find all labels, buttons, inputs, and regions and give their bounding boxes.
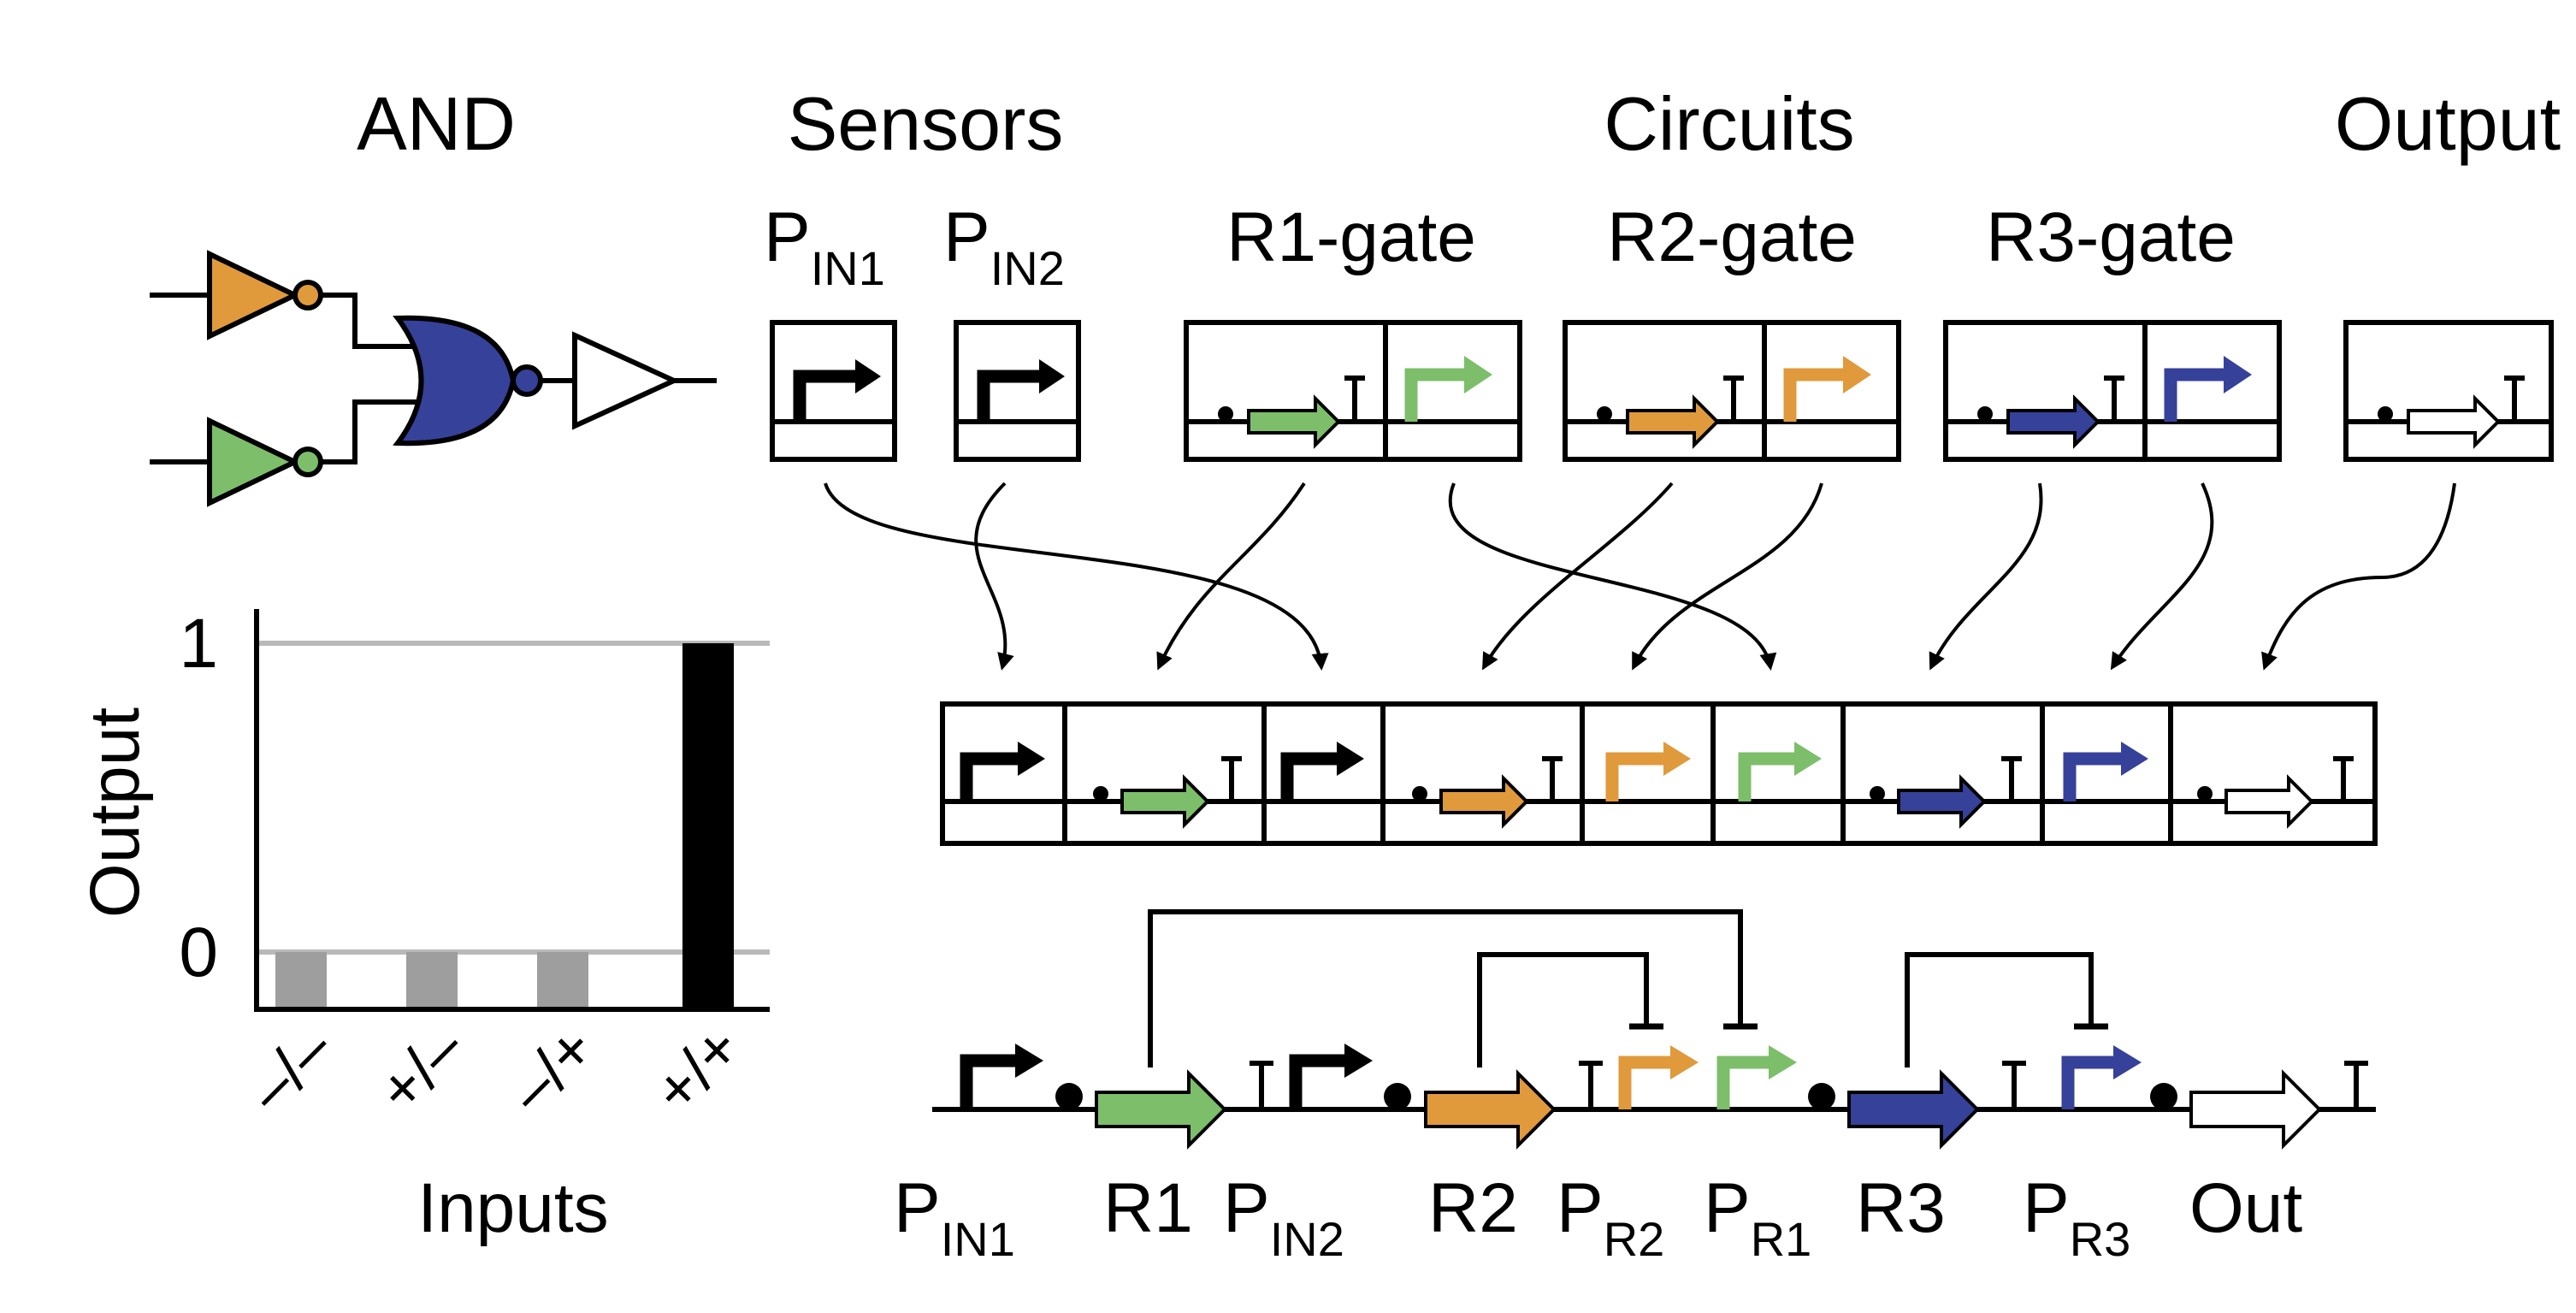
rbs-icon <box>1218 406 1233 422</box>
r2-gate-label: R2-gate <box>1607 198 1857 276</box>
category-tick-label: +/+ <box>640 1012 754 1127</box>
r1-gate-label: R1-gate <box>1226 198 1476 276</box>
r3-cds-icon <box>2006 394 2100 449</box>
nor-gate-icon <box>393 315 543 447</box>
circuit-label: PIN1 <box>894 1169 1015 1266</box>
chart-xlabel: Inputs <box>417 1169 608 1247</box>
promoter-arrow-icon <box>1618 1056 1675 1109</box>
bar <box>406 952 458 1007</box>
promoter-arrow-icon <box>977 370 1043 422</box>
promoter-arrow-icon <box>1404 368 1469 422</box>
circuit-label: Out <box>2189 1169 2302 1247</box>
terminator-icon <box>2104 376 2124 422</box>
terminator-icon <box>1579 1061 1603 1109</box>
rbs-icon <box>1808 1083 1835 1110</box>
circuit-label: PR2 <box>1557 1169 1664 1266</box>
bar <box>682 643 734 1007</box>
terminator-icon <box>1344 376 1365 422</box>
r1-cds-icon <box>1095 1069 1227 1150</box>
terminator-icon <box>2504 376 2525 422</box>
bar <box>275 952 327 1007</box>
assembled-construct <box>940 701 2378 846</box>
r2-gate-part-box <box>1563 320 1901 462</box>
category-tick-label: –/+ <box>495 1013 609 1127</box>
logic-gate-schematic <box>150 250 717 507</box>
not-gate-icon <box>207 417 323 507</box>
circuit-label: R1 <box>1103 1169 1193 1247</box>
pin2-part-label: PIN2 <box>943 198 1065 295</box>
buffer-gate-icon <box>572 331 681 430</box>
output-header: Output <box>2335 81 2561 166</box>
category-tick-label: –/– <box>233 1013 346 1126</box>
circuit-label: PR3 <box>2023 1169 2130 1266</box>
circuits-header: Circuits <box>1604 81 1854 166</box>
promoter-arrow-icon <box>1716 1056 1773 1109</box>
part-library <box>770 320 2554 462</box>
circuit-label: R2 <box>1428 1169 1518 1247</box>
r1-gate-part-box <box>1184 320 1522 462</box>
promoter-arrow-icon <box>793 370 860 422</box>
category-tick-label: +/– <box>364 1012 478 1126</box>
terminator-icon <box>1250 1061 1273 1109</box>
pin2-part-box <box>954 320 1081 462</box>
r2-cds-icon <box>1626 394 1720 449</box>
rbs-icon <box>1055 1083 1083 1110</box>
and-truth-chart: Output Inputs 0 1 –/– +/– –/+ +/+ <box>76 605 770 1247</box>
not-gate-icon <box>207 250 323 340</box>
r2-repression-line <box>1477 952 1649 1068</box>
rbs-icon <box>2378 406 2393 422</box>
terminator-icon <box>2344 1061 2368 1109</box>
r1-repression-line <box>1148 909 1743 1068</box>
r3-gate-part-box <box>1943 320 2282 462</box>
bar <box>537 952 588 1007</box>
r3-repression-line <box>1905 952 2094 1068</box>
r2-cds-icon <box>1424 1069 1557 1150</box>
pin1-part-label: PIN1 <box>764 198 885 295</box>
assembly-arrows <box>824 482 2456 671</box>
y-tick-label: 0 <box>179 914 218 991</box>
r1-cds-icon <box>1247 394 1341 449</box>
promoter-arrow-icon <box>960 1054 1019 1109</box>
circuit-label: R3 <box>1856 1169 1946 1247</box>
terminator-icon <box>2002 1061 2026 1109</box>
sensors-header: Sensors <box>788 81 1064 166</box>
y-tick-label: 1 <box>179 605 218 683</box>
circuit-label: PR1 <box>1704 1169 1811 1266</box>
and-title: AND <box>357 81 516 166</box>
circuit-diagram <box>932 909 2376 1150</box>
chart-ylabel: Output <box>76 707 154 918</box>
promoter-arrow-icon <box>1289 1054 1349 1109</box>
rbs-icon <box>2150 1083 2177 1110</box>
terminator-icon <box>1723 376 1744 422</box>
output-cds-icon <box>2189 1069 2322 1150</box>
output-cds-icon <box>2407 394 2501 449</box>
output-part-box <box>2343 320 2554 462</box>
circuit-label: PIN2 <box>1223 1169 1344 1266</box>
rbs-icon <box>1384 1083 1411 1110</box>
circuit-part-labels: PIN1 R1 PIN2 R2 PR2 PR1 R3 PR3 Out <box>894 1169 2302 1266</box>
rbs-icon <box>1977 406 1993 422</box>
promoter-arrow-icon <box>2061 1056 2118 1109</box>
r3-gate-label: R3-gate <box>1986 198 2236 276</box>
r3-cds-icon <box>1847 1069 1980 1150</box>
pin1-part-box <box>770 320 897 462</box>
promoter-arrow-icon <box>1783 368 1848 422</box>
promoter-arrow-icon <box>2164 368 2229 422</box>
rbs-icon <box>1597 406 1612 422</box>
